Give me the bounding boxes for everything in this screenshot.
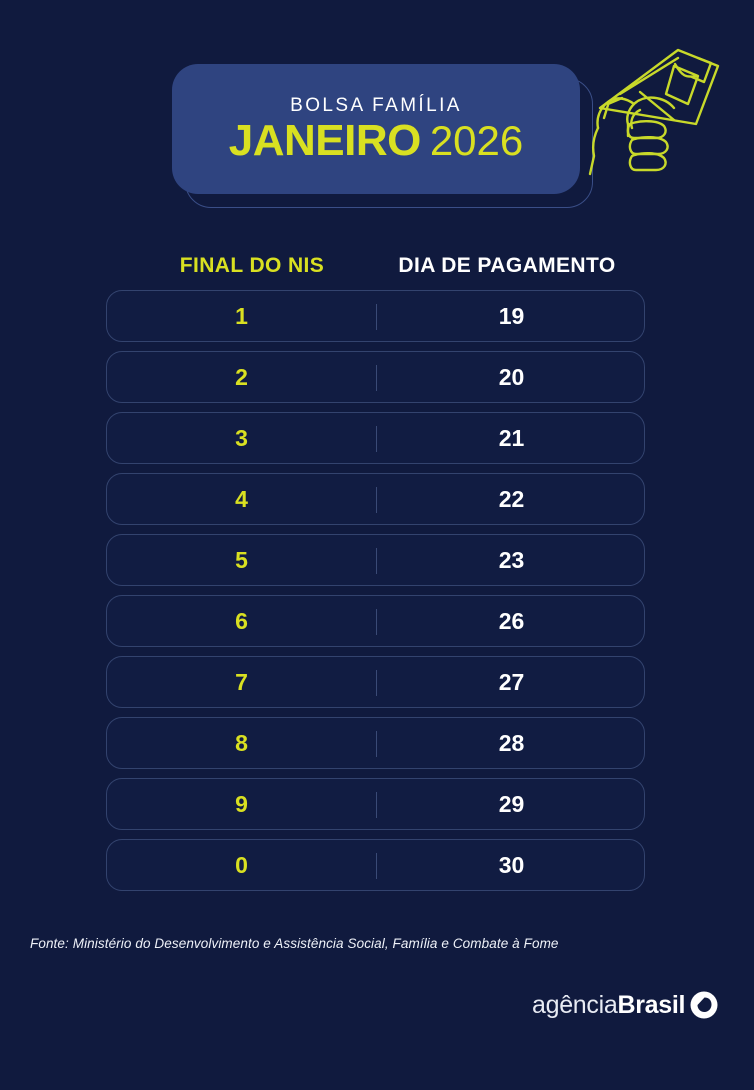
table-row: 2 20: [106, 351, 645, 403]
row-divider: [376, 670, 377, 696]
cell-nis: 0: [235, 851, 248, 878]
table-row: 3 21: [106, 412, 645, 464]
title-banner: BOLSA FAMÍLIA JANEIRO 2026: [172, 64, 580, 194]
column-header-day: DIA DE PAGAMENTO: [398, 254, 616, 277]
table-row: 5 23: [106, 534, 645, 586]
cell-nis: 3: [235, 424, 248, 451]
logo-text-brasil: Brasil: [617, 990, 686, 1019]
cell-payment-day: 30: [498, 851, 525, 878]
banner-year: 2026: [429, 116, 524, 164]
row-divider: [376, 792, 377, 818]
row-divider: [376, 548, 377, 574]
ebc-circle-mark-icon: [690, 991, 718, 1019]
table-row: 9 29: [106, 778, 645, 830]
payment-table: FINAL DO NIS DIA DE PAGAMENTO 1 19 2 20 3 21 4…: [0, 246, 754, 900]
table-body: 1 19 2 20 3 21 4 22 5 23 6 26 7 27 8 28 9 29 0 30: [0, 290, 754, 891]
row-divider: [376, 304, 377, 330]
cell-payment-day: 20: [498, 363, 525, 390]
row-divider: [376, 731, 377, 757]
cell-nis: 1: [235, 302, 248, 329]
header-zone: BOLSA FAMÍLIA JANEIRO 2026: [0, 0, 754, 232]
cell-nis: 5: [235, 546, 248, 573]
column-header-nis: FINAL DO NIS: [179, 254, 325, 277]
cell-nis: 9: [235, 790, 248, 817]
cell-payment-day: 29: [498, 790, 525, 817]
cell-nis: 2: [235, 363, 248, 390]
logo-text-agencia: agência: [532, 990, 618, 1019]
cell-payment-day: 22: [498, 485, 525, 512]
hand-holding-card-icon: [588, 48, 720, 176]
cell-nis: 6: [235, 607, 248, 634]
source-note: Fonte: Ministério do Desenvolvimento e A…: [30, 936, 559, 951]
banner-title: JANEIRO 2026: [228, 115, 524, 165]
cell-nis: 4: [235, 485, 248, 512]
row-divider: [376, 365, 377, 391]
cell-payment-day: 26: [498, 607, 525, 634]
table-row: 8 28: [106, 717, 645, 769]
table-row: 6 26: [106, 595, 645, 647]
row-divider: [376, 853, 377, 879]
table-row: 0 30: [106, 839, 645, 891]
table-header-row: FINAL DO NIS DIA DE PAGAMENTO: [0, 246, 754, 290]
cell-nis: 8: [235, 729, 248, 756]
agencia-brasil-logo: agência Brasil: [532, 988, 719, 1022]
cell-payment-day: 27: [498, 668, 525, 695]
banner-subtitle: BOLSA FAMÍLIA: [290, 94, 462, 116]
cell-payment-day: 21: [498, 424, 525, 451]
table-row: 4 22: [106, 473, 645, 525]
row-divider: [376, 426, 377, 452]
cell-nis: 7: [235, 668, 248, 695]
table-row: 7 27: [106, 656, 645, 708]
cell-payment-day: 19: [498, 302, 525, 329]
cell-payment-day: 28: [498, 729, 525, 756]
row-divider: [376, 609, 377, 635]
cell-payment-day: 23: [498, 546, 525, 573]
banner-month: JANEIRO: [228, 115, 422, 165]
row-divider: [376, 487, 377, 513]
table-row: 1 19: [106, 290, 645, 342]
